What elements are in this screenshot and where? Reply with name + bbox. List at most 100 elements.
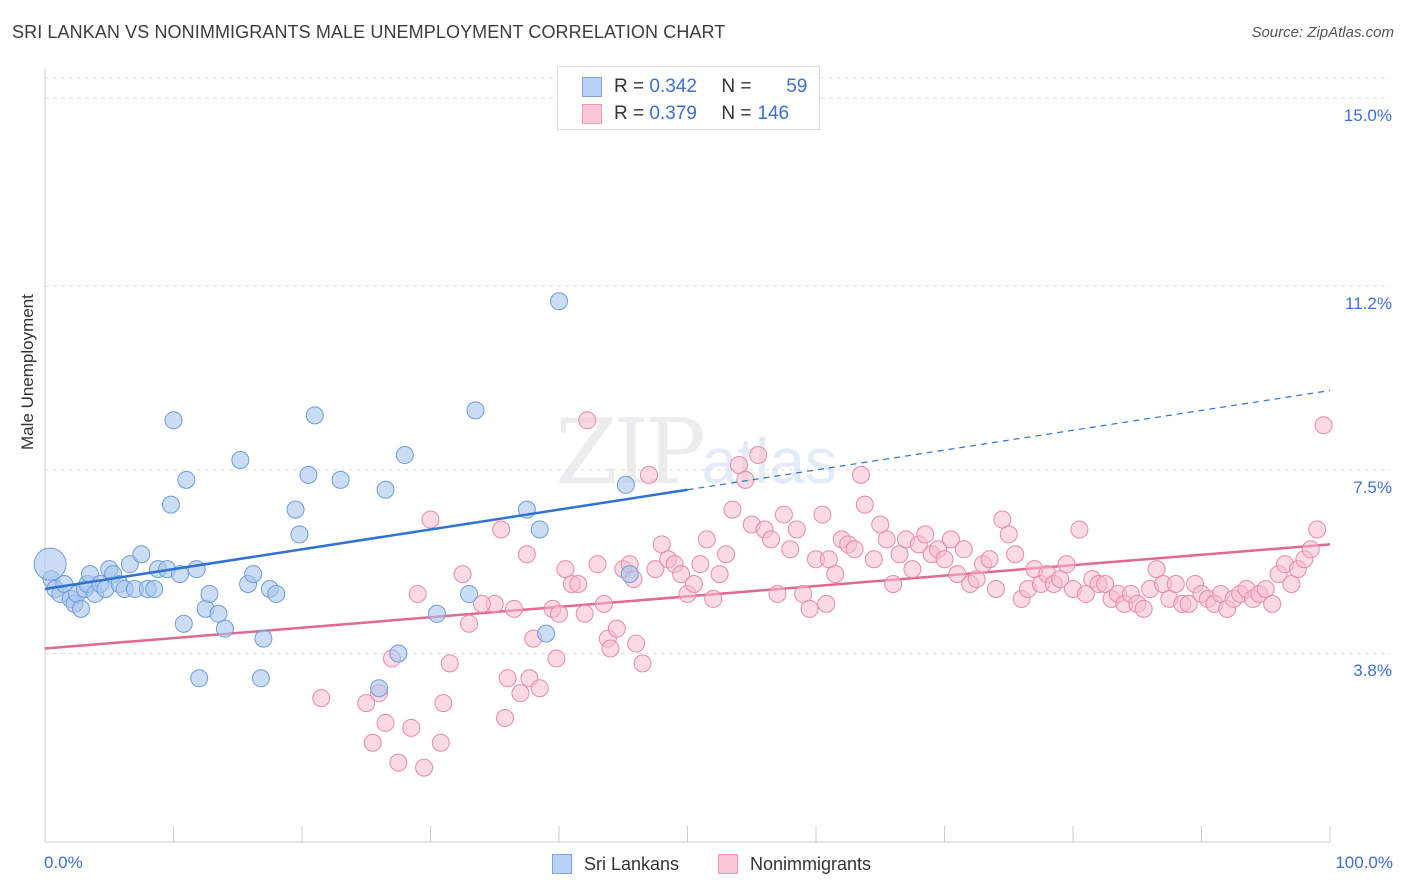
nonimmigrants-point xyxy=(762,530,781,549)
nonimmigrants-point xyxy=(1076,584,1095,603)
correlation-legend: R = 0.342 N = 59 R = 0.379 N = 146 xyxy=(557,66,820,130)
sri-lankans-point xyxy=(71,599,90,618)
sri-lankans-point xyxy=(305,406,324,425)
sri-lankans-point xyxy=(33,547,67,581)
nonimmigrants-point xyxy=(877,530,896,549)
sri-lankans-point xyxy=(200,584,219,603)
nonimmigrants-point xyxy=(376,713,395,732)
nonimmigrants-point xyxy=(954,540,973,559)
legend-swatch-pink xyxy=(718,854,738,874)
legend-r-label: R = xyxy=(614,103,650,124)
sri-lankans-point xyxy=(460,584,479,603)
sri-lankans-point xyxy=(395,446,414,465)
nonimmigrants-point xyxy=(607,619,626,638)
nonimmigrants-point xyxy=(704,589,723,608)
sri-lankans-point xyxy=(164,411,183,430)
nonimmigrants-point xyxy=(530,679,549,698)
nonimmigrants-point xyxy=(1179,594,1198,613)
nonimmigrants-point xyxy=(431,733,450,752)
nonimmigrants-point xyxy=(1314,416,1333,435)
nonimmigrants-point xyxy=(550,604,568,623)
nonimmigrants-point xyxy=(672,565,691,584)
nonimmigrants-point xyxy=(781,540,800,559)
nonimmigrants-point xyxy=(594,594,613,613)
nonimmigrants-point xyxy=(729,455,748,474)
nonimmigrants-point xyxy=(980,550,999,569)
nonimmigrants-point xyxy=(813,505,832,524)
sri-lankans-point xyxy=(530,520,549,539)
nonimmigrants-point xyxy=(357,694,376,713)
sri-lankans-point xyxy=(376,480,395,499)
nonimmigrants-point xyxy=(601,639,620,658)
nonimmigrants-point xyxy=(1134,599,1153,618)
x-tick-label-max: 100.0% xyxy=(1335,853,1393,872)
nonimmigrants-point xyxy=(986,579,1005,598)
nonimmigrants-point xyxy=(578,411,597,430)
legend-r-value: 0.379 xyxy=(649,103,697,124)
nonimmigrants-point xyxy=(1256,579,1275,598)
legend-r-label: R = xyxy=(614,76,650,97)
nonimmigrants-point xyxy=(453,565,472,584)
nonimmigrants-point xyxy=(472,594,491,613)
legend-swatch-blue xyxy=(552,854,572,874)
sri-lankans-point xyxy=(145,579,164,598)
sri-lankans-point xyxy=(299,465,318,484)
nonimmigrants-point xyxy=(505,599,524,618)
nonimmigrants-point xyxy=(363,733,382,752)
sri-lankans-points xyxy=(33,292,639,698)
sri-lankans-point xyxy=(290,525,309,544)
nonimmigrants-point xyxy=(547,649,566,668)
sri-lankans-point xyxy=(616,475,635,494)
y-tick-label: 7.5% xyxy=(1353,477,1392,497)
nonimmigrants-points xyxy=(312,411,1333,777)
legend-row-sri-lankans: R = 0.342 N = 59 xyxy=(582,75,807,99)
chart-title: SRI LANKAN VS NONIMMIGRANTS MALE UNEMPLO… xyxy=(12,22,726,42)
nonimmigrants-point xyxy=(697,530,716,549)
nonimmigrants-point xyxy=(639,465,658,484)
nonimmigrants-point xyxy=(941,530,960,549)
sri-lankans-point xyxy=(370,679,389,698)
nonimmigrants-point xyxy=(1301,540,1320,559)
nonimmigrants-point xyxy=(588,555,607,574)
nonimmigrants-point xyxy=(434,694,453,713)
nonimmigrants-point xyxy=(646,560,665,579)
nonimmigrants-point xyxy=(496,708,515,727)
legend-label-nonimmigrants: Nonimmigrants xyxy=(750,853,872,874)
nonimmigrants-point xyxy=(871,515,890,534)
nonimmigrants-point xyxy=(736,470,755,489)
sri-lankans-point xyxy=(209,604,228,623)
nonimmigrants-point xyxy=(569,575,588,594)
bottom-legend-sri-lankans[interactable]: Sri Lankans xyxy=(552,852,679,876)
sri-lankans-point xyxy=(190,669,209,688)
sri-lankans-trend-line xyxy=(44,488,688,591)
sri-lankans-point xyxy=(215,619,234,638)
legend-label-sri-lankans: Sri Lankans xyxy=(584,853,680,874)
nonimmigrants-point xyxy=(1263,594,1282,613)
nonimmigrants-point xyxy=(817,594,836,613)
nonimmigrants-point xyxy=(389,753,408,772)
sri-lankans-point xyxy=(537,624,556,643)
y-tick-label: 15.0% xyxy=(1343,105,1392,125)
legend-n-value: 59 xyxy=(786,76,808,97)
nonimmigrants-point xyxy=(1096,575,1115,594)
bottom-legend-nonimmigrants[interactable]: Nonimmigrants xyxy=(718,852,871,876)
nonimmigrants-point xyxy=(1051,570,1070,589)
nonimmigrants-point xyxy=(890,545,909,564)
nonimmigrants-point xyxy=(312,689,331,708)
sri-lankans-point xyxy=(161,495,180,514)
sri-lankans-point xyxy=(389,644,408,663)
sri-lankans-point xyxy=(466,401,485,420)
nonimmigrants-point xyxy=(492,520,511,539)
sri-lankans-point xyxy=(550,292,568,311)
legend-row-nonimmigrants: R = 0.379 N = 146 xyxy=(582,102,789,126)
legend-swatch-blue xyxy=(582,77,602,97)
sri-lankans-point xyxy=(267,584,286,603)
nonimmigrants-point xyxy=(864,550,883,569)
nonimmigrants-point xyxy=(415,758,434,777)
nonimmigrants-point xyxy=(948,565,967,584)
nonimmigrants-point xyxy=(691,555,710,574)
nonimmigrants-point xyxy=(794,584,813,603)
watermark-atlas: atlas xyxy=(701,425,837,497)
axes xyxy=(44,68,1331,843)
